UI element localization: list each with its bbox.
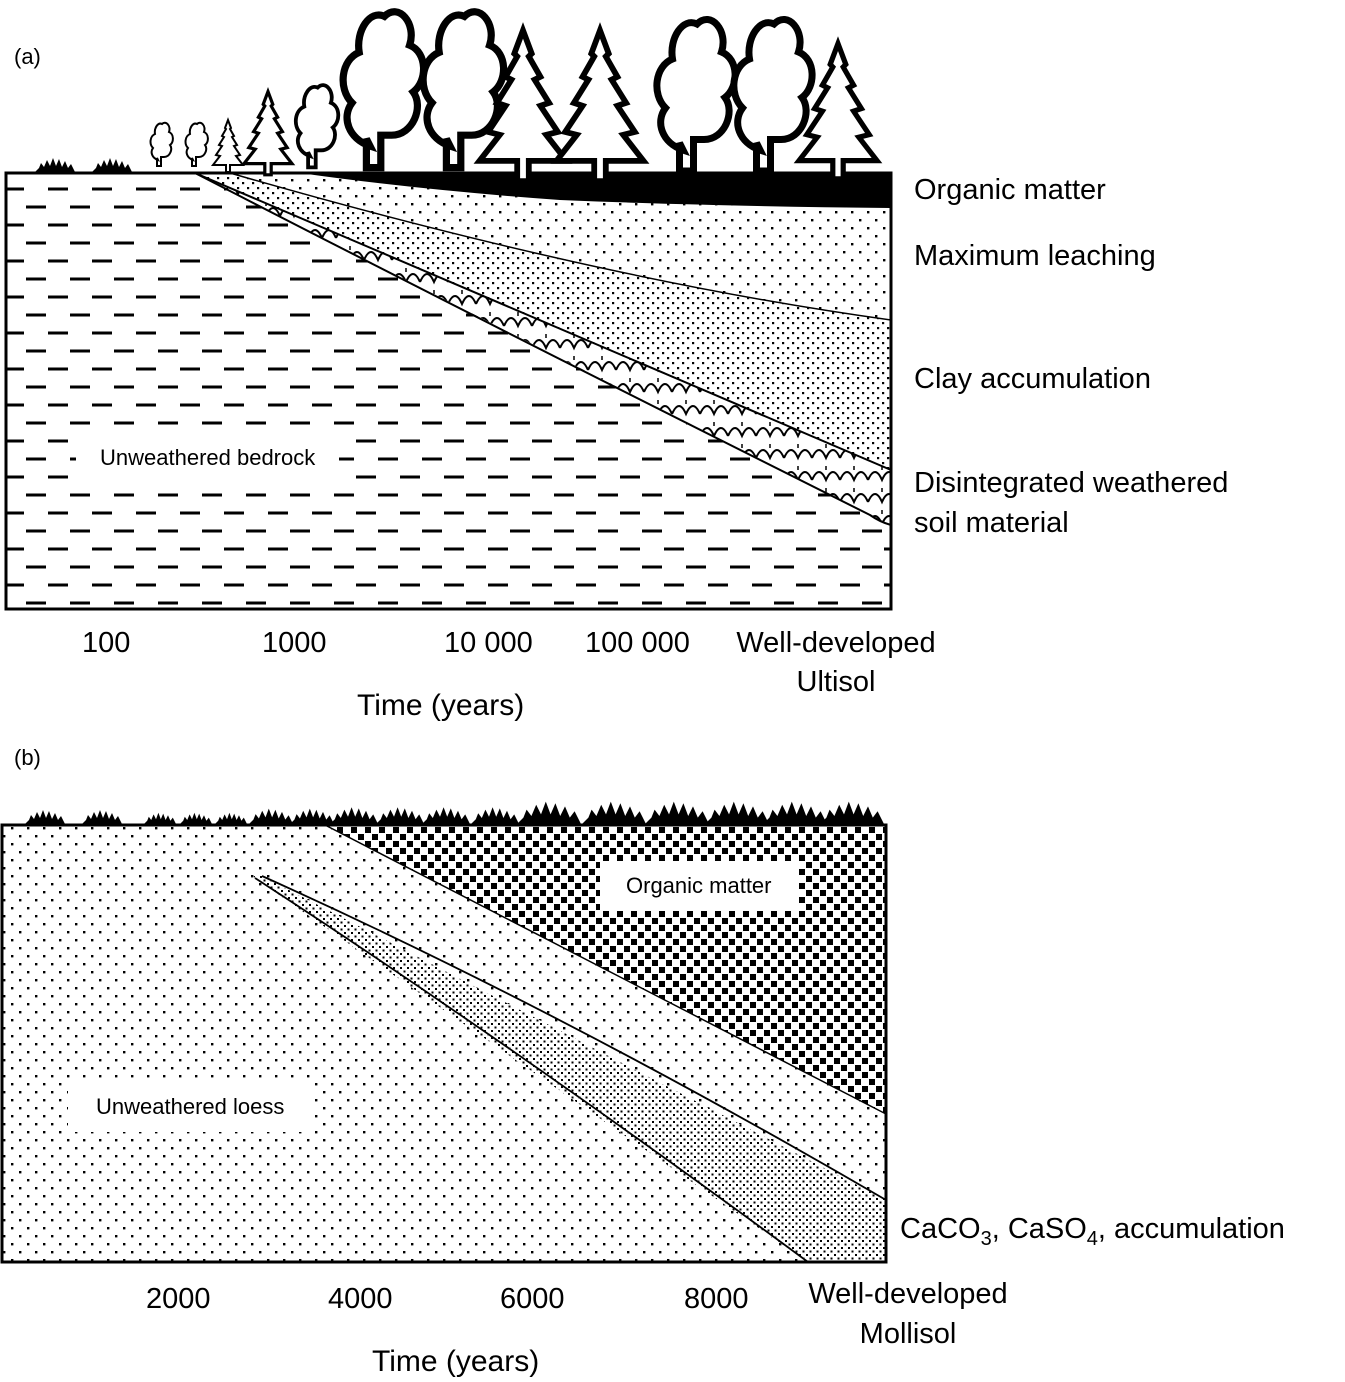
tick-label-b-1: 2000 [146,1283,211,1315]
panel-b-tag: (b) [14,745,41,770]
tick-label-a-4: 100 000 [585,627,690,659]
tick-label-a-2: 1000 [262,627,327,659]
panel-a-tag: (a) [14,44,41,69]
organic-matter-label: Organic matter [914,174,1106,206]
grass-tuft-icon [330,807,378,824]
tick-label-b-2: 4000 [328,1283,393,1315]
weathered-band [195,173,891,525]
grass-tuft-icon [471,807,519,824]
tree-icon [657,19,735,171]
grass-tuft-icon [82,810,122,824]
grass-tuft-icon [422,807,470,824]
tree-icon [343,12,423,168]
panel-a-frame [4,171,893,611]
grass-tuft-icon [705,801,769,824]
grass-tuft-icon [763,801,827,824]
accumulation-band [253,874,886,1262]
tree-icon [557,30,644,181]
tree-icon [242,89,294,177]
end-label-a-line1: Well-developed [736,627,936,659]
grass-tuft-icon [144,812,176,824]
organic-matter-label-b: Organic matter [600,861,798,911]
grass-tuft-icon [215,812,247,824]
axis-title-b: Time (years) [372,1345,540,1378]
grass-tuft-icon [376,807,424,824]
grass-tuft-icon [25,810,65,824]
weathered-material-label-line1: Disintegrated weathered [914,467,1229,499]
bedrock-label: Unweathered bedrock [76,433,340,483]
maximum-leaching-label: Maximum leaching [914,240,1156,272]
tick-label-b-4: 8000 [684,1283,749,1315]
tree-icon [212,119,244,173]
grass-tuft-icon [180,812,212,824]
axis-title-a: Time (years) [357,689,525,722]
weathered-material-label-line2: soil material [914,507,1069,539]
grass-tuft-icon [517,801,581,824]
tick-label-a-3: 10 000 [444,627,533,659]
end-label-b-line1: Well-developed [808,1278,1008,1310]
carbonate-accumulation-label: CaCO3, CaSO4, accumulation [900,1213,1285,1250]
organic-wedge [300,173,891,208]
end-label-b-line2: Mollisol [859,1318,957,1350]
panel-a-diagram [4,12,893,611]
leaching-band [230,173,891,320]
tree-icon [734,19,812,171]
grass-tuft-icon [92,158,132,172]
clay-accumulation-label: Clay accumulation [914,363,1151,395]
grass-tuft-icon [645,801,709,824]
panel-b-frame [0,823,888,1264]
tree-icon [293,83,341,170]
loess-label: Unweathered loess [68,1082,313,1132]
grass-tuft-icon [582,801,646,824]
tick-label-b-3: 6000 [500,1283,565,1315]
grass-tuft-icon [249,808,293,824]
end-label-a-line2: Ultisol [796,666,876,698]
grass-tuft-icon [820,801,884,824]
grass-tuft-icon [35,158,75,172]
grass-tuft-icon [290,808,334,824]
tree-icon [149,121,174,167]
tick-label-a-1: 100 [82,627,131,659]
tree-icon [184,121,209,167]
